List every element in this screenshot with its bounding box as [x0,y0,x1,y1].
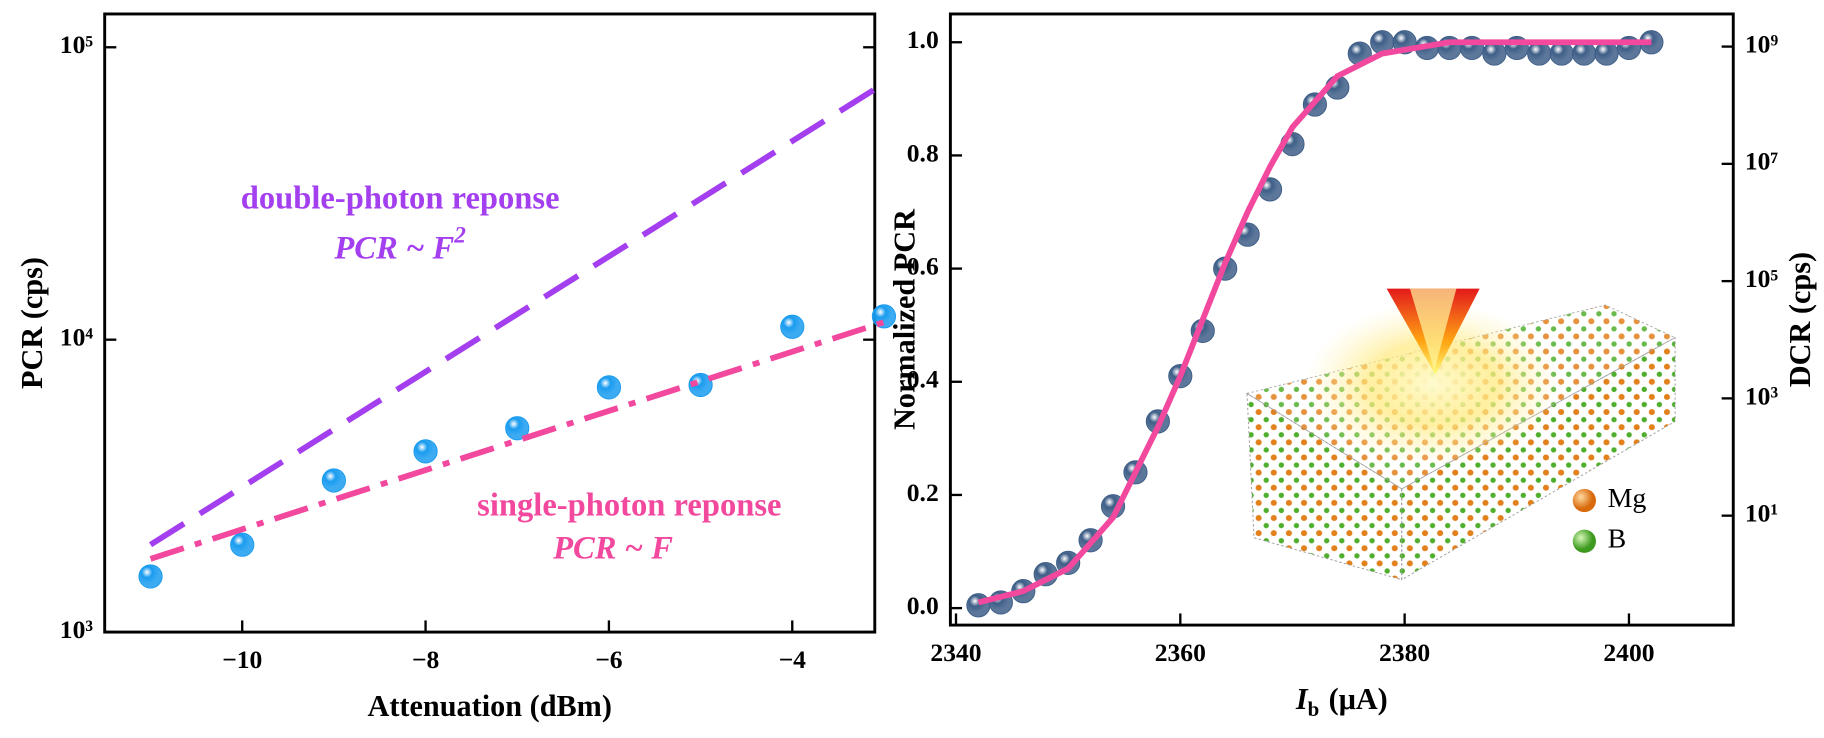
annotation: double-photon reponse [241,181,560,217]
y2-axis-label: DCR (cps) [1783,252,1817,387]
y-tick-label: 0.6 [907,251,939,280]
annotation: single-photon reponse [477,488,781,524]
data-point [413,439,438,464]
y-tick-label: 10⁴ [60,323,94,352]
annotation-text: PCR ~ F [333,231,454,267]
fit-line [148,81,886,548]
x-tick-label: −8 [412,645,439,674]
y-axis-label: PCR (cps) [15,257,49,389]
inset-legend-label: B [1608,524,1627,555]
y-tick-label: 0.2 [907,478,939,507]
data-point [138,564,163,589]
annotation: PCR ~ F2 [333,223,466,267]
inset-lattice [1245,288,1677,581]
x-tick-label: 2340 [930,638,981,667]
annotation-text: single-photon reponse [477,488,781,524]
y-tick-label: 0.0 [907,591,939,620]
x-axis-label: Attenuation (dBm) [368,689,612,723]
data-point [596,375,622,400]
y2-tick-label: 10⁹ [1745,29,1779,58]
annotation-text: PCR ~ F [552,531,673,567]
x-tick-label: 2400 [1603,638,1654,667]
data-point [505,416,530,441]
x-axis-label-sub: b [1308,697,1320,721]
y-tick-label: 10³ [60,615,94,644]
data-point [1527,41,1552,66]
y2-tick-label: 10⁵ [1745,264,1779,293]
fit-line [977,39,1652,606]
x-tick-label: 2380 [1379,638,1430,667]
y-tick-label: 0.8 [907,138,939,167]
data-point [1571,41,1597,66]
x-tick-label: −6 [595,645,623,674]
data-point [230,532,255,557]
data-point [321,468,346,493]
x-axis-label-main: Attenuation (dBm) [368,689,612,723]
data-point [966,593,991,618]
data-point [688,372,713,398]
annotation: PCR ~ F [552,531,673,567]
plot-frame [948,12,1735,627]
x-tick-label: −10 [222,645,262,674]
annotation-sup: 2 [453,223,466,249]
data-point [1549,41,1574,66]
y2-tick-label: 10³ [1745,381,1779,410]
y-tick-label: 1.0 [907,25,939,54]
data-point [1482,41,1507,66]
data-point [1594,41,1619,66]
x-axis-label-unit: (μA) [1329,682,1388,716]
x-axis-label-main: I [1295,682,1309,716]
y2-tick-label: 10¹ [1745,499,1778,528]
y-tick-label: 0.4 [907,365,939,394]
y2-tick-label: 10⁷ [1745,147,1779,176]
y-tick-label: 10⁵ [60,30,94,59]
y-axis-label: Normalized PCR [887,208,921,430]
x-tick-label: 2360 [1155,638,1206,667]
x-tick-label: −4 [779,645,807,674]
data-point [780,314,805,339]
inset-legend-label: Mg [1608,483,1647,514]
x-axis-label: Ib (μA) [1295,682,1388,721]
annotation-text: double-photon reponse [241,181,560,217]
